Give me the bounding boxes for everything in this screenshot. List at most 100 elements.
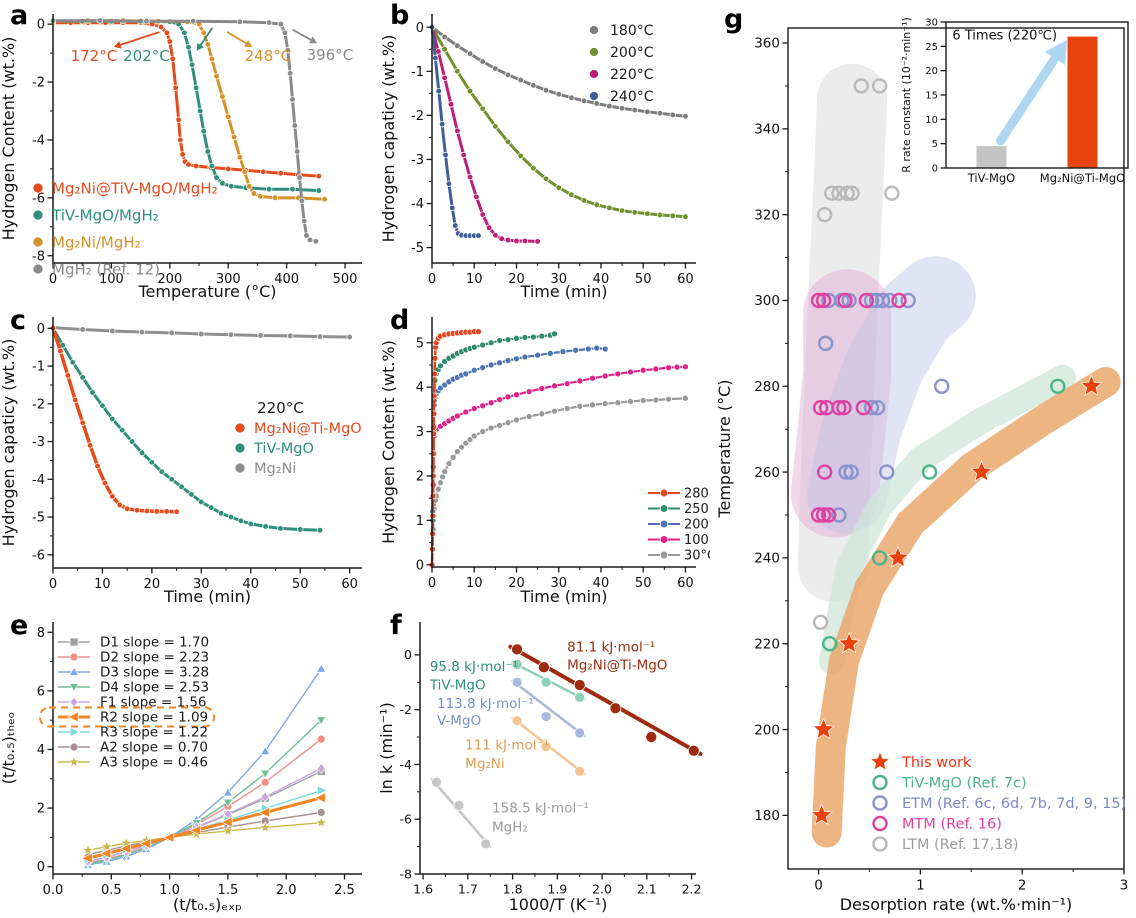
svg-text:111 kJ·mol⁻¹: 111 kJ·mol⁻¹ (465, 738, 549, 754)
svg-text:10: 10 (94, 577, 111, 592)
series-MgH₂ (Ref. 12) (49, 17, 320, 245)
bars: TiV-MgO Mg₂Ni@Ti-MgO (967, 36, 1125, 185)
svg-text:-6: -6 (32, 548, 45, 563)
svg-text:-1: -1 (411, 65, 424, 80)
svg-text:60: 60 (677, 576, 694, 591)
axes: 0 5 10 15 20 25 30 R rate constant (10⁻²·min⁻¹) (900, 17, 1129, 175)
svg-text:5: 5 (932, 139, 938, 150)
panel-d: 0 10 20 30 40 50 60 0 1 2 3 4 5 Time (min) Hydrogen Co… (380, 305, 710, 610)
series-220°C (428, 24, 541, 245)
series-TiV-MgO/MgH₂ (49, 18, 322, 194)
svg-text:10: 10 (466, 272, 483, 287)
svg-text:2: 2 (37, 802, 45, 817)
svg-text:202°C: 202°C (123, 47, 170, 65)
series-MgH₂ fit (430, 778, 492, 848)
panel-a: 0 100 200 300 400 500 0 -2 -4 -6 -8 Temperature (°C… (0, 0, 380, 305)
svg-text:1.9: 1.9 (547, 882, 567, 897)
svg-text:0: 0 (428, 272, 436, 287)
series-100°C (428, 363, 689, 569)
svg-text:-4: -4 (411, 197, 424, 212)
svg-text:10: 10 (466, 576, 483, 591)
legend: Mg₂Ni@Ti-MgO TiV-MgO Mg₂Ni (234, 421, 362, 477)
series-LTM (812, 78, 900, 630)
panel-d-label: d (390, 305, 410, 336)
svg-text:20: 20 (508, 576, 525, 591)
svg-text:-2: -2 (32, 76, 45, 91)
svg-text:Hydrogen capaticy (wt.%): Hydrogen capaticy (wt.%) (380, 35, 398, 243)
svg-text:20: 20 (925, 66, 938, 77)
svg-text:6 Times (220℃): 6 Times (220℃) (952, 29, 1057, 44)
series-Mg₂Ni@Ti-MgO (511, 643, 700, 757)
svg-text:180: 180 (754, 808, 780, 824)
axes: 0 100 200 300 400 500 0 -2 -4 -6 -8 Temperature (°C… (0, 14, 362, 301)
svg-text:200: 200 (157, 272, 182, 287)
svg-text:0.0: 0.0 (43, 883, 64, 898)
svg-text:TiV-MgO: TiV-MgO (429, 678, 486, 694)
svg-text:MgH₂: MgH₂ (492, 820, 528, 836)
panel-g-chart: 0 1 2 3180200220240260280300320340360Desorp… (715, 27, 1128, 914)
series-ETM (817, 292, 950, 523)
series-30°C (428, 394, 689, 569)
svg-text:ETM (Ref. 6c, 6d, 7b, 7d, 9,: ETM (Ref. 6c, 6d, 7b, 7d, 9, 15) (902, 796, 1126, 812)
svg-text:Mg₂Ni@TiV-MgO/MgH₂: Mg₂Ni@TiV-MgO/MgH₂ (52, 179, 218, 197)
svg-text:Hydrogen Content (wt.%): Hydrogen Content (wt.%) (380, 340, 398, 544)
svg-text:280: 280 (754, 379, 780, 395)
svg-text:20: 20 (144, 577, 161, 592)
svg-text:V-MgO: V-MgO (437, 713, 481, 729)
svg-text:Mg₂Ni/MgH₂: Mg₂Ni/MgH₂ (52, 233, 141, 251)
svg-text:2.1: 2.1 (637, 882, 657, 897)
svg-text:Mg₂Ni@Ti-MgO: Mg₂Ni@Ti-MgO (254, 421, 362, 437)
svg-text:-8: -8 (400, 866, 413, 881)
svg-text:0: 0 (932, 164, 938, 175)
svg-text:R rate constant (10⁻²·min⁻¹): R rate constant (10⁻²·min⁻¹) (900, 17, 913, 173)
svg-text:-6: -6 (400, 812, 413, 827)
series-V-MgO fit (511, 679, 586, 737)
panel-c-label: c (10, 305, 27, 336)
series-TiV-MgO (822, 378, 1066, 652)
svg-text:40: 40 (593, 272, 610, 287)
svg-text:60: 60 (341, 577, 358, 592)
panel-a-chart: 0 100 200 300 400 500 0 -2 -4 -6 -8 Temperature (°C… (0, 14, 362, 301)
svg-text:30: 30 (925, 18, 938, 29)
svg-text:-3: -3 (411, 153, 424, 168)
panel-c-chart: 0 10 20 30 40 50 60 0 -1 -2 -3 -4 -5 -6 Time (min) Hydr… (0, 317, 362, 606)
svg-text:D1 slope = 1.70: D1 slope = 1.70 (100, 635, 209, 651)
svg-text:8: 8 (37, 626, 45, 641)
legend: 180°C 200°C 220°C 240°C (589, 23, 654, 105)
svg-text:R2 slope = 1.09: R2 slope = 1.09 (100, 710, 208, 726)
svg-text:2: 2 (416, 470, 424, 485)
svg-text:250°C: 250°C (684, 502, 710, 517)
svg-text:260: 260 (754, 465, 780, 481)
legend: This work TiV-MgO (Ref. 7c) ETM (Ref. 6c, … (869, 751, 1126, 853)
svg-text:50: 50 (635, 272, 652, 287)
svg-text:Hydrogen Content (wt.%): Hydrogen Content (wt.%) (0, 37, 18, 241)
svg-text:Time (min): Time (min) (520, 282, 608, 301)
axes: 1.6 1.7 1.8 1.9 2.0 2.1 2.2 0 -2 -4 -6 -8 1000/T (K⁻… (380, 622, 701, 914)
svg-text:-4: -4 (400, 757, 413, 772)
svg-text:Hydrogen capaticy (wt.%): Hydrogen capaticy (wt.%) (0, 339, 18, 547)
svg-text:0: 0 (37, 322, 45, 337)
svg-text:30: 30 (550, 576, 567, 591)
svg-text:220°C: 220°C (257, 399, 304, 417)
svg-text:40: 40 (593, 576, 610, 591)
series-Mg₂Ni@TiV-MgO/MgH₂ (49, 19, 322, 180)
svg-text:50: 50 (635, 576, 652, 591)
svg-text:This work: This work (901, 755, 972, 771)
svg-text:300: 300 (754, 293, 780, 309)
series-Mg₂Ni@Ti-MgO (49, 325, 180, 515)
annotations: 6 Times (220℃) (952, 29, 1057, 44)
svg-text:180°C: 180°C (610, 23, 654, 39)
panel-a-label: a (10, 0, 29, 31)
svg-text:D2 slope = 2.23: D2 slope = 2.23 (100, 650, 209, 666)
series-V-MgO (511, 676, 586, 739)
svg-text:1000/T (K⁻¹): 1000/T (K⁻¹) (509, 895, 608, 914)
panel-f-chart: 1.6 1.7 1.8 1.9 2.0 2.1 2.2 0 -2 -4 -6 -8 1000/T (K⁻… (380, 622, 703, 914)
svg-text:500: 500 (333, 272, 358, 287)
svg-text:-4: -4 (32, 133, 45, 148)
svg-text:Mg₂Ni: Mg₂Ni (254, 461, 296, 477)
panel-d-chart: 0 10 20 30 40 50 60 0 1 2 3 4 5 Time (min) Hydrogen Co… (380, 317, 710, 606)
svg-text:A3 slope = 0.46: A3 slope = 0.46 (100, 755, 208, 771)
svg-text:25: 25 (925, 42, 938, 53)
